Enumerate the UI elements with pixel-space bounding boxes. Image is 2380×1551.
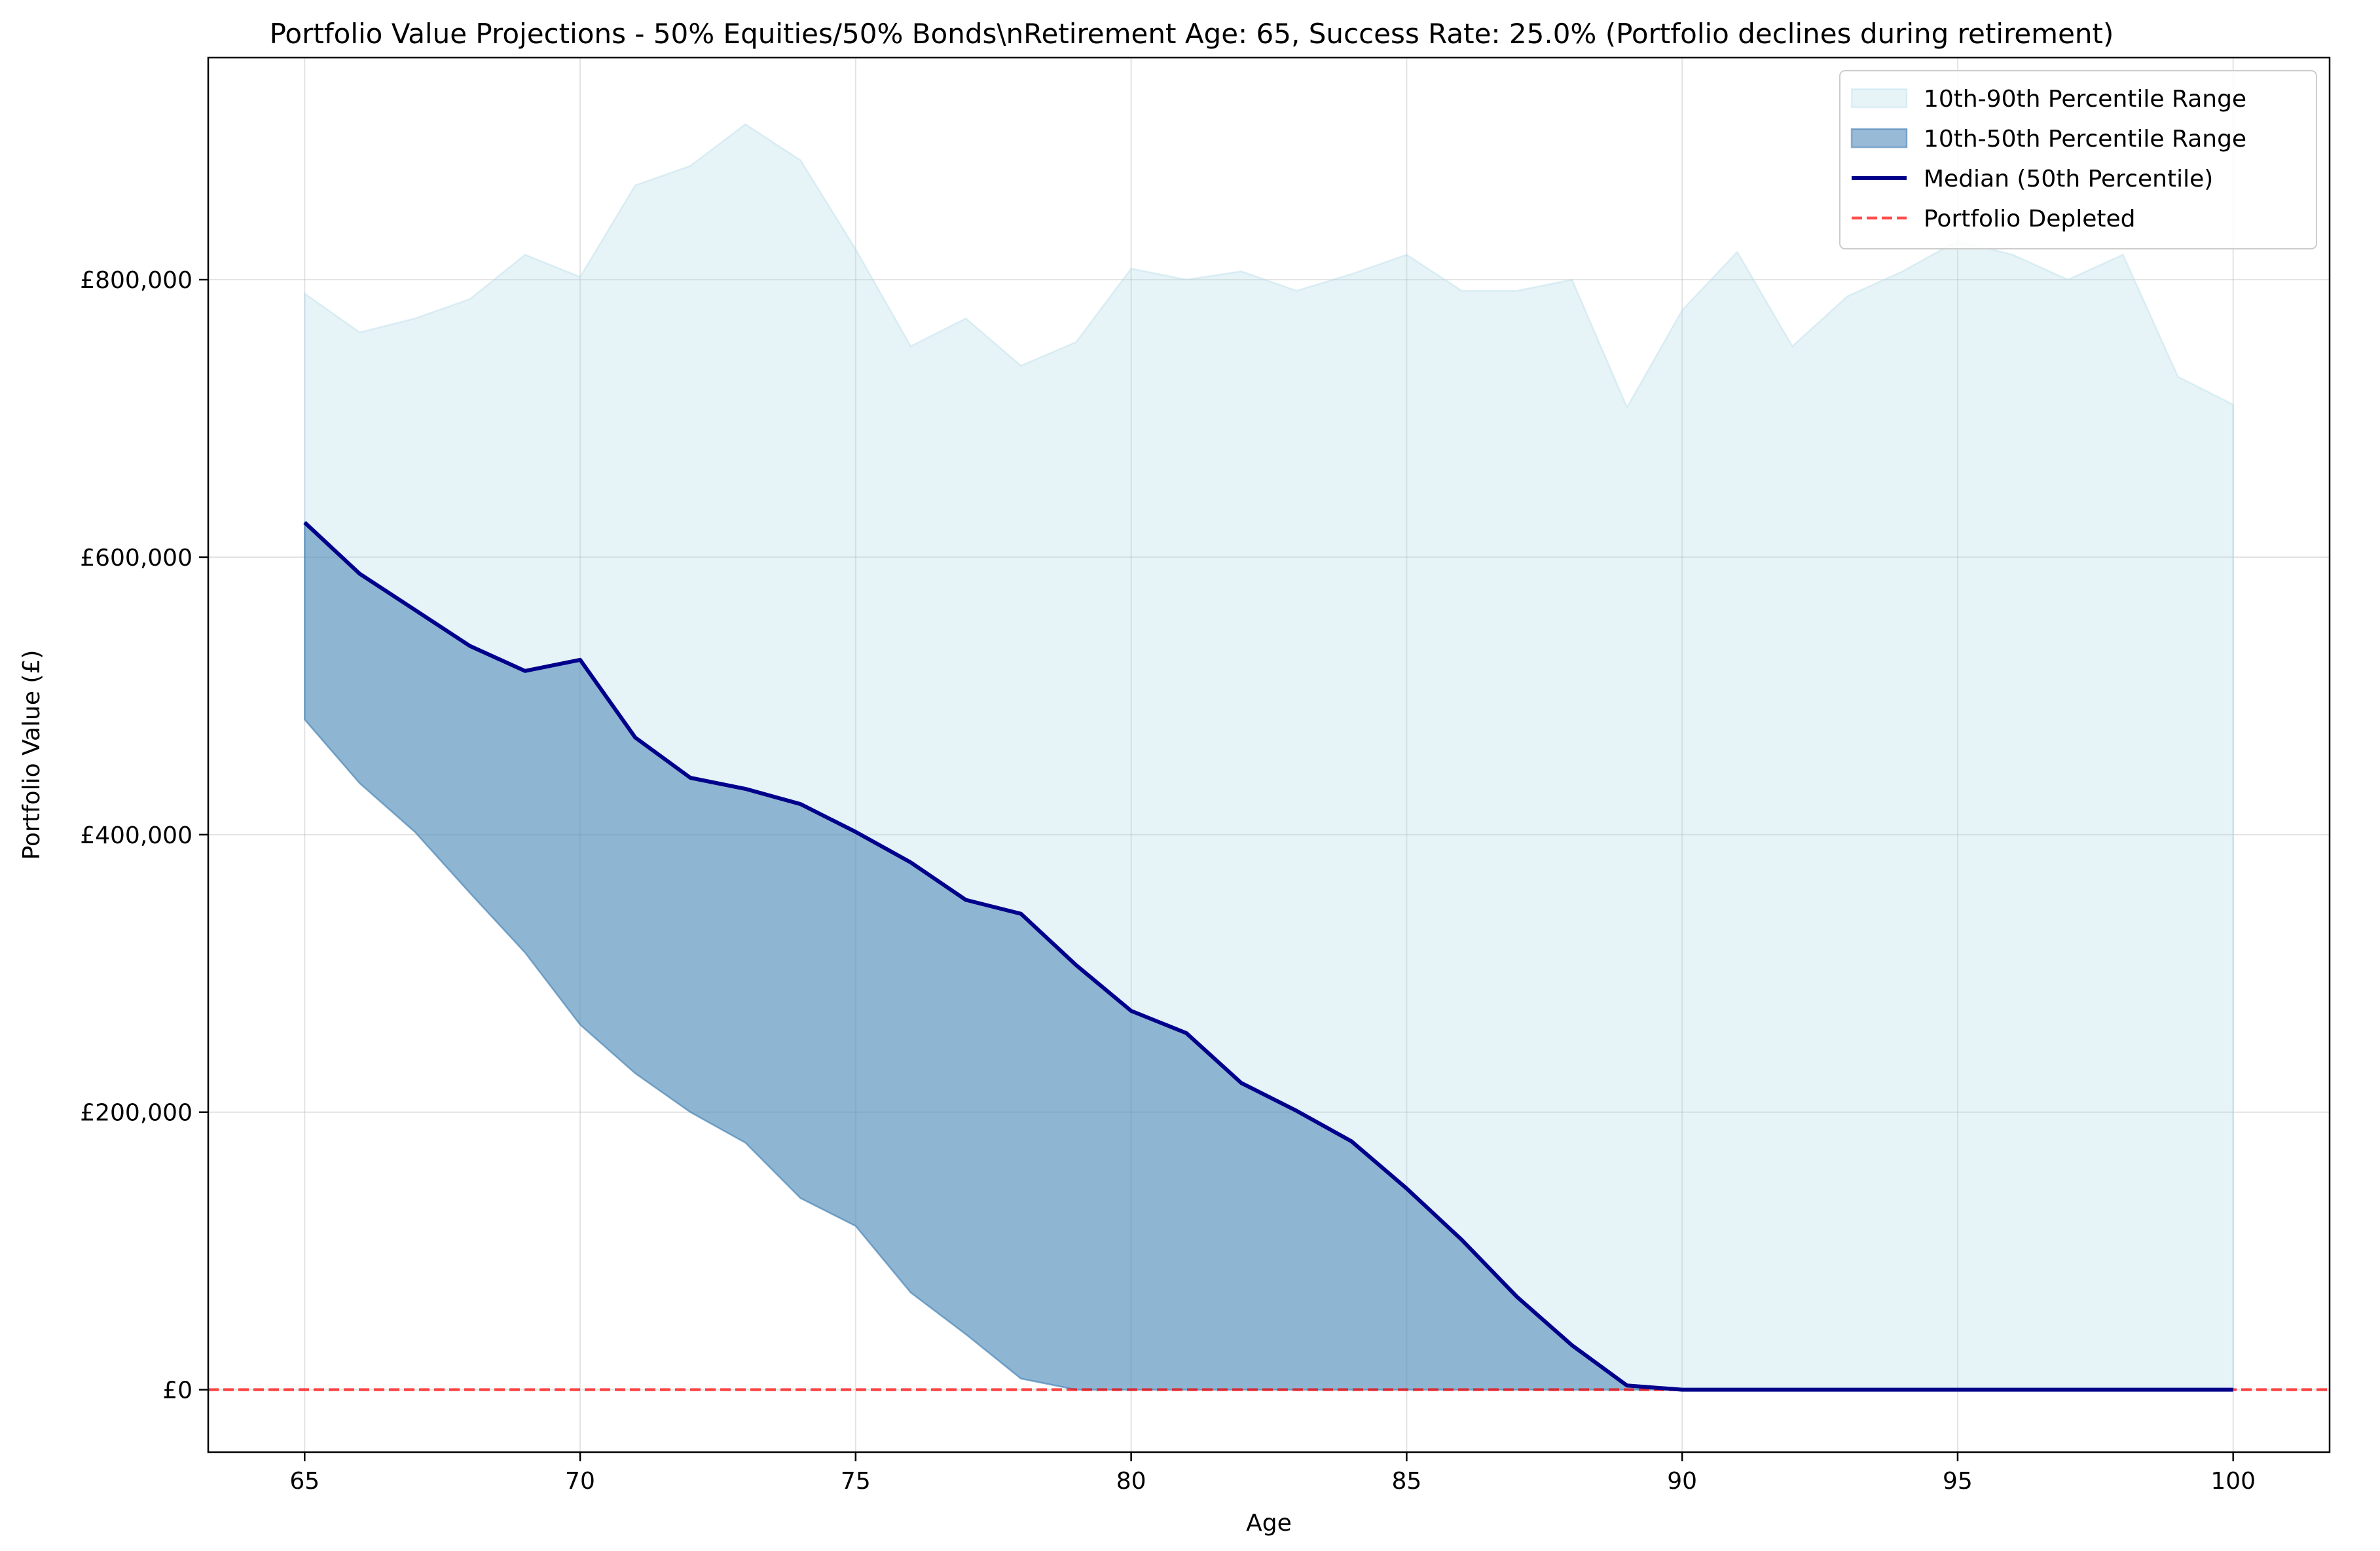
x-tick-label: 75 [841, 1468, 871, 1495]
y-tick-label: £800,000 [80, 267, 192, 294]
x-tick-label: 85 [1391, 1468, 1421, 1495]
legend-label: 10th-90th Percentile Range [1924, 86, 2246, 113]
x-tick-label: 100 [2210, 1468, 2256, 1495]
legend-label: 10th-50th Percentile Range [1924, 126, 2246, 153]
legend-label: Median (50th Percentile) [1924, 166, 2213, 192]
series-lines [208, 520, 2330, 1392]
y-tick-label: £600,000 [80, 545, 192, 572]
y-tick-label: £200,000 [80, 1100, 192, 1127]
chart-title: Portfolio Value Projections - 50% Equiti… [270, 18, 2114, 50]
x-tick-label: 95 [1943, 1468, 1973, 1495]
x-tick-label: 80 [1116, 1468, 1146, 1495]
axis-ticks: 65 70 75 80 85 90 95 100 £0 £200,000 £400,000 £600,… [80, 267, 2256, 1495]
plot-frame [207, 56, 2331, 1453]
legend-swatch [1850, 88, 1908, 109]
x-tick-label: 70 [565, 1468, 595, 1495]
legend-box [1839, 70, 2317, 249]
y-axis-label: Portfolio Value (£) [18, 650, 45, 860]
y-tick-label: £400,000 [80, 822, 192, 849]
legend-swatch [1850, 128, 1908, 149]
x-tick-label: 90 [1667, 1468, 1697, 1495]
x-tick-label: 65 [289, 1468, 320, 1495]
legend: 10th-90th Percentile Range 10th-50th Perc… [1839, 70, 2317, 249]
median-line [303, 520, 2233, 1392]
legend-label: Portfolio Depleted [1924, 206, 2136, 232]
y-tick-label: £0 [162, 1378, 192, 1404]
x-axis-label: Age [1246, 1510, 1292, 1537]
